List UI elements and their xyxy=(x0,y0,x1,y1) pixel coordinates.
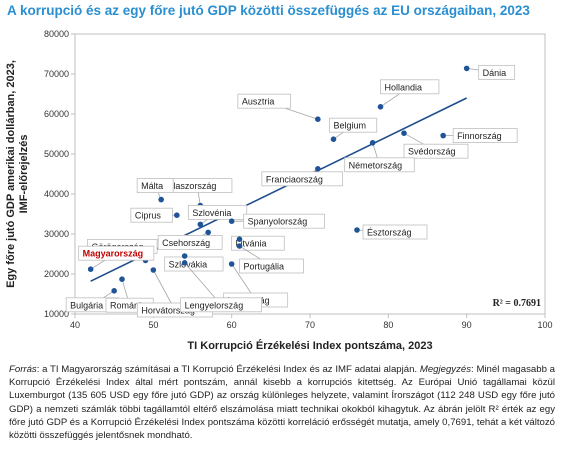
note-label: Megjegyzés xyxy=(419,364,472,375)
data-point xyxy=(228,218,235,224)
data-point xyxy=(197,221,204,228)
point-label-box xyxy=(78,245,155,261)
point-label: Szlovénia xyxy=(192,208,231,218)
data-point xyxy=(236,236,243,242)
point-label: Horvátország xyxy=(141,306,195,316)
point-label: Szlovákia xyxy=(169,260,208,270)
data-point xyxy=(236,243,243,249)
point-label: Dánia xyxy=(483,68,507,78)
point-label: Románia xyxy=(110,301,146,311)
point-label-box xyxy=(136,178,174,194)
point-label-box xyxy=(231,235,285,251)
data-point xyxy=(463,65,470,72)
point-label: Litvánia xyxy=(236,239,267,249)
x-tick-label: 60 xyxy=(227,320,237,330)
data-point xyxy=(315,116,321,122)
point-label-box xyxy=(403,143,469,159)
point-label: Finnország xyxy=(457,131,502,141)
point-label-box xyxy=(261,171,344,187)
y-tick-label: 60000 xyxy=(44,109,69,119)
y-tick-label: 30000 xyxy=(44,229,69,239)
point-label-box xyxy=(329,117,378,133)
scatter-chart: 40 50 60 70 80 90 100 10000 20000 30000 40000 50000… xyxy=(5,29,553,352)
point-label: Csehország xyxy=(162,238,210,248)
r-squared-annotation: R² = 0.7691 xyxy=(493,298,541,309)
data-point xyxy=(174,212,180,218)
note-text: : Minél magasabb a Korrupció Érzékelési … xyxy=(9,364,555,442)
point-label: Franciaország xyxy=(266,174,323,184)
point-label: Svédország xyxy=(408,147,456,157)
point-label: Bulgária xyxy=(70,300,103,310)
data-point xyxy=(228,261,235,267)
data-point xyxy=(205,229,211,236)
y-tick-label: 20000 xyxy=(44,269,69,279)
footnote: Forrás: a TI Magyarország számításai a T… xyxy=(9,363,555,442)
y-tick-label: 50000 xyxy=(44,149,69,159)
x-tick-label: 90 xyxy=(462,320,472,330)
point-label-box xyxy=(239,258,304,274)
data-point xyxy=(87,266,94,272)
x-tick-label: 40 xyxy=(70,320,80,330)
point-label: Hollandia xyxy=(385,82,423,92)
data-point xyxy=(181,253,188,259)
point-label: Magyarország xyxy=(83,249,144,259)
data-point xyxy=(181,260,188,266)
point-label: Ausztria xyxy=(242,97,275,107)
data-point xyxy=(440,132,446,139)
x-axis-label: TI Korrupció Érzékelési Index pontszáma,… xyxy=(187,339,432,352)
point-label-box xyxy=(157,234,223,250)
point-label-box xyxy=(478,65,516,80)
point-label-box xyxy=(362,224,428,240)
point-label: Spanyolország xyxy=(248,217,308,227)
point-label-box xyxy=(187,204,248,220)
point-label: Olaszország xyxy=(166,181,216,191)
point-label: Ciprus xyxy=(135,211,162,221)
y-axis-label: Egy főre jutó GDP amerikai dollárban, 20… xyxy=(5,60,30,288)
point-label-box xyxy=(130,207,173,223)
data-point xyxy=(377,104,384,110)
x-tick-label: 80 xyxy=(383,320,393,330)
point-label-box xyxy=(180,297,262,313)
point-label: Portugália xyxy=(244,262,285,272)
source-label: Forrás xyxy=(9,364,37,375)
data-point xyxy=(354,227,360,233)
data-point xyxy=(315,166,321,172)
point-label-box xyxy=(452,128,518,143)
data-point xyxy=(111,288,117,294)
data-point xyxy=(119,276,125,282)
data-point xyxy=(158,196,164,203)
data-point xyxy=(150,267,157,273)
point-label: Észtország xyxy=(367,228,412,238)
point-label-box xyxy=(243,213,325,229)
point-label: Lengyelország xyxy=(185,300,244,310)
point-label: Málta xyxy=(141,181,163,191)
x-tick-label: 100 xyxy=(537,320,552,330)
y-tick-label: 80000 xyxy=(44,29,69,39)
data-point xyxy=(369,140,376,146)
data-point xyxy=(401,130,407,136)
point-label-box xyxy=(164,256,224,272)
point-label-box xyxy=(344,157,415,173)
point-label: Németország xyxy=(349,160,403,170)
y-tick-label: 10000 xyxy=(44,309,69,319)
source-text: : a TI Magyarország számításai a TI Korr… xyxy=(36,364,420,375)
chart-title: A korrupció és az egy főre jutó GDP közö… xyxy=(7,3,530,18)
x-tick-label: 50 xyxy=(148,320,158,330)
point-label-box xyxy=(237,93,292,109)
y-tick-label: 70000 xyxy=(44,69,69,79)
x-tick-label: 70 xyxy=(305,320,315,330)
y-tick-label: 40000 xyxy=(44,189,69,199)
data-point xyxy=(330,136,337,142)
point-label-box xyxy=(380,79,440,95)
point-label: Belgium xyxy=(334,121,367,131)
